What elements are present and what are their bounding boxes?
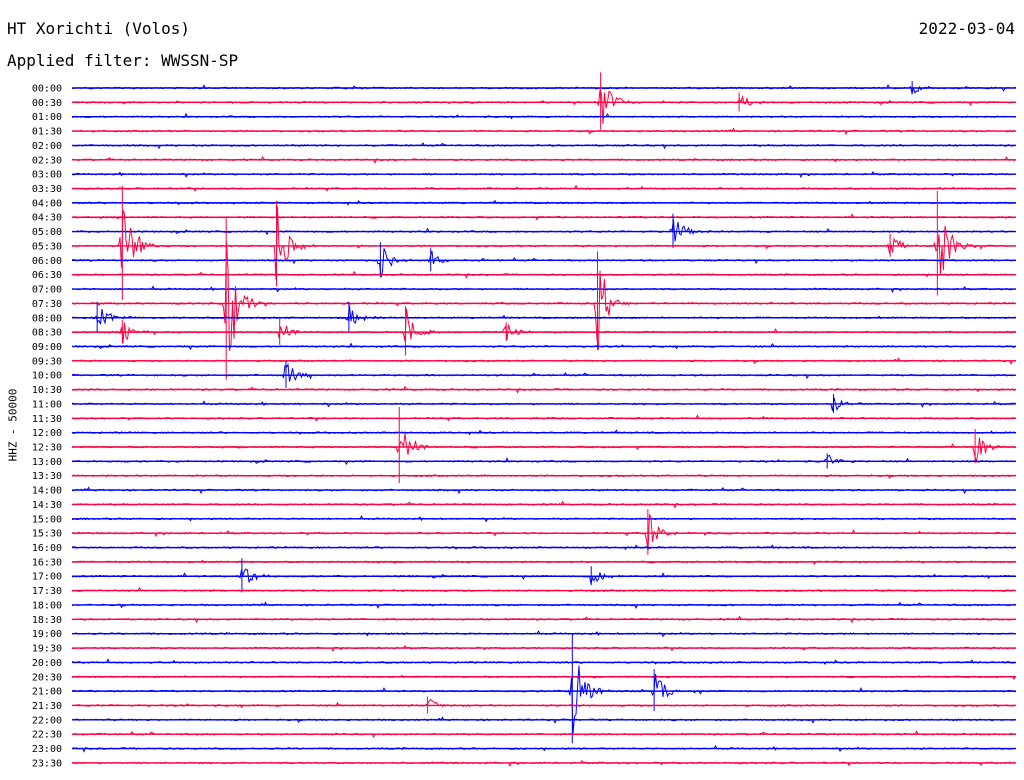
trace-row <box>71 305 1016 325</box>
time-label: 13:30 <box>32 471 62 482</box>
time-label: 03:30 <box>32 184 62 195</box>
time-label: 22:30 <box>32 730 62 741</box>
time-label: 22:00 <box>32 715 62 726</box>
trace-row <box>71 665 1016 734</box>
date-label: 2022-03-04 <box>918 19 1015 38</box>
time-label: 08:00 <box>32 313 62 324</box>
time-label: 09:00 <box>32 342 62 353</box>
time-label: 21:00 <box>32 687 62 698</box>
time-label: 23:30 <box>32 758 62 769</box>
time-label: 15:30 <box>32 529 62 540</box>
time-label: 15:00 <box>32 514 62 525</box>
trace-row <box>71 308 1016 344</box>
time-label: 00:30 <box>32 98 62 109</box>
time-label: 21:30 <box>32 701 62 712</box>
time-label: 16:30 <box>32 557 62 568</box>
time-label: 19:30 <box>32 644 62 655</box>
time-label: 08:30 <box>32 328 62 339</box>
trace-row <box>71 84 1016 96</box>
time-label: 14:00 <box>32 486 62 497</box>
time-label: 14:30 <box>32 500 62 511</box>
time-label: 06:00 <box>32 256 62 267</box>
time-label: 20:30 <box>32 672 62 683</box>
time-label: 07:30 <box>32 299 62 310</box>
time-label: 10:00 <box>32 371 62 382</box>
time-label: 23:00 <box>32 744 62 755</box>
time-label: 12:00 <box>32 428 62 439</box>
time-label: 04:00 <box>32 198 62 209</box>
time-label: 06:30 <box>32 270 62 281</box>
time-label: 05:00 <box>32 227 62 238</box>
time-label: 02:00 <box>32 141 62 152</box>
time-label: 09:30 <box>32 356 62 367</box>
time-label: 18:00 <box>32 600 62 611</box>
time-label: 16:00 <box>32 543 62 554</box>
time-label: 18:30 <box>32 615 62 626</box>
time-label: 00:00 <box>32 84 62 95</box>
time-label: 02:30 <box>32 155 62 166</box>
filter-label: Applied filter: WWSSN-SP <box>7 51 239 70</box>
trace-row <box>71 698 1016 709</box>
time-label: 07:00 <box>32 285 62 296</box>
time-label: 10:30 <box>32 385 62 396</box>
time-label: 03:00 <box>32 170 62 181</box>
trace-row <box>72 248 1016 278</box>
trace-row <box>71 219 1016 242</box>
time-label: 17:00 <box>32 572 62 583</box>
trace-row <box>71 89 1016 124</box>
time-label: 11:00 <box>32 399 62 410</box>
time-label: 11:30 <box>32 414 62 425</box>
time-label: 17:30 <box>32 586 62 597</box>
trace-row <box>71 242 1016 351</box>
time-label: 04:30 <box>32 213 62 224</box>
time-label: 01:30 <box>32 127 62 138</box>
trace-row <box>71 454 1016 465</box>
time-label: 19:00 <box>32 629 62 640</box>
time-label: 13:00 <box>32 457 62 468</box>
time-label: 20:00 <box>32 658 62 669</box>
station-title: HT Xorichti (Volos) <box>7 19 191 38</box>
time-label: 12:30 <box>32 443 62 454</box>
time-label: 01:00 <box>32 112 62 123</box>
trace-row <box>71 362 1016 382</box>
time-label: 05:30 <box>32 241 62 252</box>
